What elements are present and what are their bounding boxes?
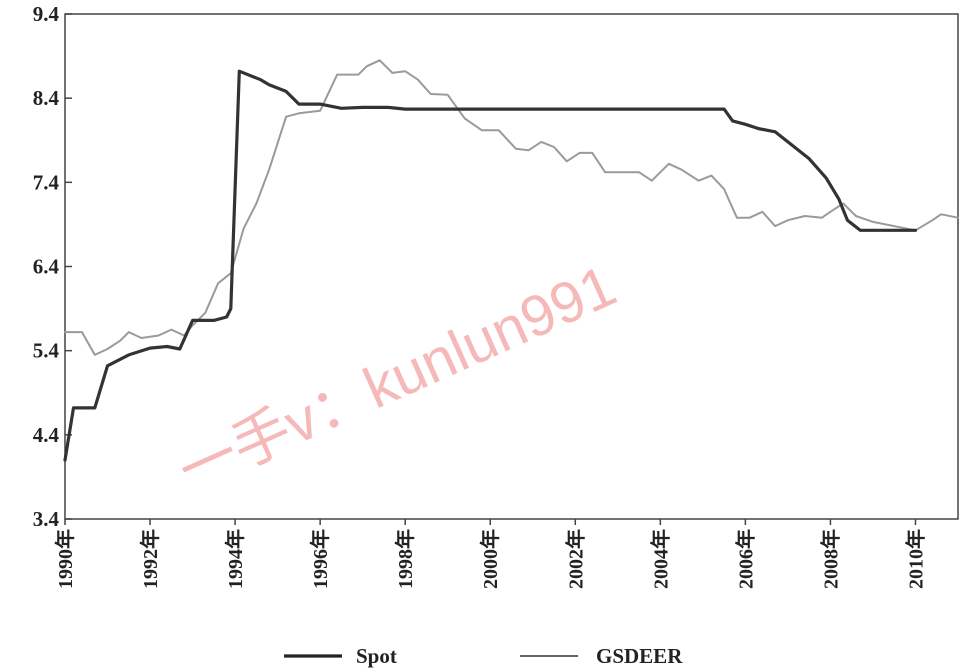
x-tick-label: 2004年 <box>648 529 672 589</box>
legend: Spot GSDEER <box>284 644 683 668</box>
legend-label-spot: Spot <box>356 644 397 668</box>
legend-label-gsdeer: GSDEER <box>596 644 683 668</box>
x-tick-label: 2002年 <box>563 529 587 589</box>
x-tick-label: 1992年 <box>138 529 162 589</box>
x-tick-label: 1990年 <box>53 529 77 589</box>
y-axis: 3.4 4.4 5.4 6.4 7.4 8.4 9.4 <box>33 2 72 531</box>
x-tick-label: 2000年 <box>478 529 502 589</box>
y-tick-label: 9.4 <box>33 2 60 26</box>
y-tick-label: 6.4 <box>33 255 60 279</box>
x-tick-label: 2006年 <box>733 529 757 589</box>
series-line-spot <box>63 69 918 462</box>
y-tick-label: 3.4 <box>33 507 60 531</box>
x-tick-label: 1996年 <box>308 529 332 589</box>
x-tick-label: 2008年 <box>818 529 842 589</box>
x-tick-label: 1998年 <box>393 529 417 589</box>
x-axis: 1990年 1992年 1994年 1996年 1998年 2000年 2002年 2004年… <box>53 519 927 589</box>
y-tick-label: 7.4 <box>33 170 60 194</box>
y-tick-label: 4.4 <box>33 423 60 447</box>
y-tick-label: 8.4 <box>33 86 60 110</box>
watermark-text: 一手v：kunlun991 <box>169 253 625 504</box>
series-layer <box>63 59 959 462</box>
x-tick-label: 2010年 <box>903 529 927 589</box>
y-tick-label: 5.4 <box>33 339 60 363</box>
x-tick-label: 1994年 <box>223 529 247 589</box>
